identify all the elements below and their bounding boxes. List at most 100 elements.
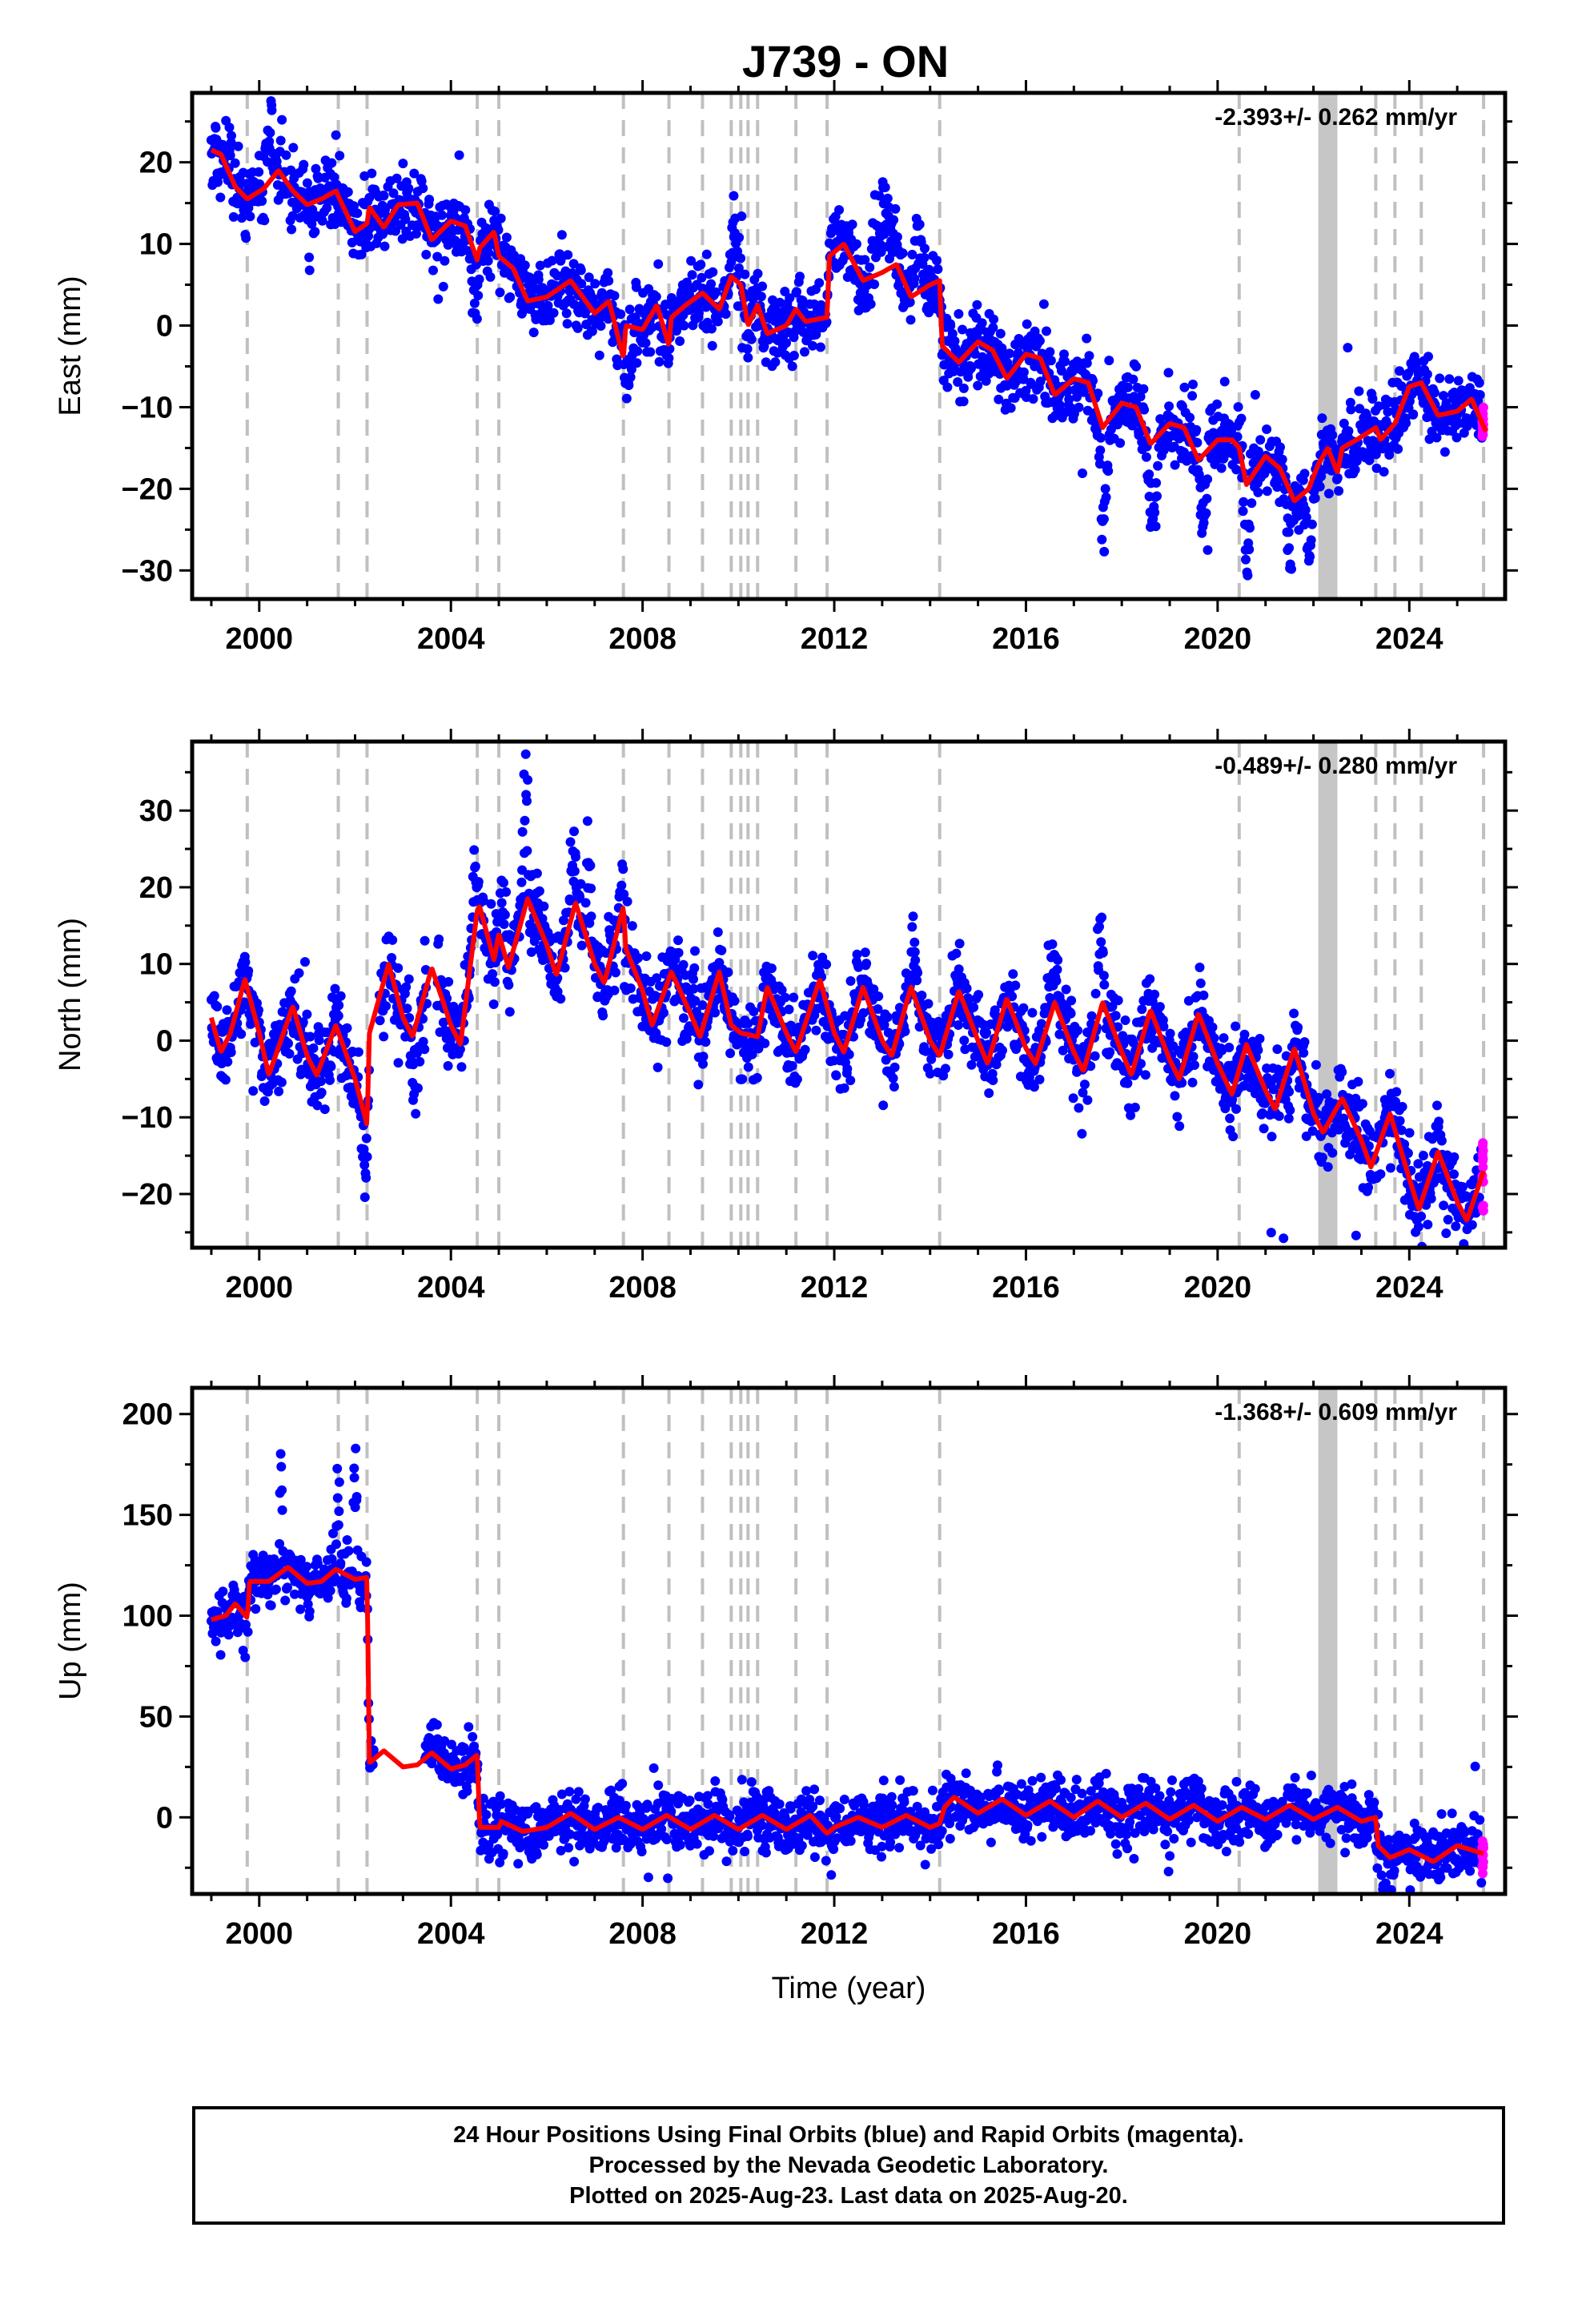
final-orbit-point bbox=[522, 846, 532, 856]
final-orbit-point bbox=[388, 188, 399, 199]
final-orbit-point bbox=[569, 826, 579, 837]
maintenance-band bbox=[1318, 93, 1338, 599]
final-orbit-point bbox=[353, 1047, 363, 1057]
final-orbit-point bbox=[1115, 438, 1126, 448]
final-orbit-point bbox=[444, 977, 454, 987]
final-orbit-point bbox=[1284, 543, 1295, 553]
final-orbit-point bbox=[379, 241, 390, 251]
final-orbit-point bbox=[241, 233, 251, 243]
final-orbit-point bbox=[1099, 979, 1110, 990]
final-orbit-point bbox=[984, 1088, 994, 1098]
final-orbit-point bbox=[1345, 397, 1355, 408]
velocity-annotation: -2.393+/- 0.262 mm/yr bbox=[1215, 104, 1457, 131]
final-orbit-point bbox=[474, 274, 484, 284]
final-orbit-point bbox=[897, 248, 908, 259]
y-axis-label: East (mm) bbox=[54, 275, 87, 416]
final-orbit-point bbox=[1418, 1151, 1428, 1160]
final-orbit-point bbox=[496, 898, 507, 908]
final-orbit-point bbox=[563, 250, 573, 260]
final-orbit-point bbox=[1285, 1105, 1295, 1116]
final-orbit-point bbox=[1077, 1128, 1087, 1139]
final-orbit-point bbox=[304, 1606, 315, 1617]
final-orbit-point bbox=[1357, 1099, 1367, 1109]
final-orbit-point bbox=[621, 393, 632, 404]
final-orbit-point bbox=[319, 1104, 330, 1115]
final-orbit-point bbox=[434, 934, 444, 944]
final-orbit-point bbox=[1301, 513, 1311, 522]
final-orbit-point bbox=[1202, 493, 1212, 504]
final-orbit-point bbox=[222, 1005, 232, 1015]
final-orbit-point bbox=[625, 983, 636, 993]
final-orbit-point bbox=[689, 974, 698, 984]
final-orbit-point bbox=[308, 1043, 319, 1053]
x-tick-label: 2000 bbox=[226, 622, 294, 656]
final-orbit-point bbox=[907, 249, 917, 259]
final-orbit-point bbox=[361, 1557, 371, 1567]
final-orbit-point bbox=[1299, 1047, 1309, 1058]
final-orbit-point bbox=[351, 1443, 361, 1454]
final-orbit-point bbox=[469, 298, 480, 308]
final-orbit-point bbox=[1008, 969, 1018, 979]
final-orbit-point bbox=[889, 1082, 899, 1092]
final-orbit-point bbox=[359, 171, 370, 181]
final-orbit-point bbox=[973, 380, 983, 391]
final-orbit-point bbox=[1397, 1102, 1407, 1112]
final-orbit-point bbox=[220, 1075, 231, 1085]
final-orbit-point bbox=[733, 263, 744, 273]
final-orbit-point bbox=[1207, 1022, 1218, 1032]
x-tick-label: 2024 bbox=[1375, 1271, 1443, 1305]
final-orbit-point bbox=[1038, 299, 1049, 309]
final-orbit-point bbox=[781, 338, 791, 348]
final-orbit-point bbox=[697, 272, 707, 283]
final-orbit-point bbox=[516, 877, 527, 887]
final-orbit-point bbox=[1195, 978, 1206, 988]
final-orbit-point bbox=[1051, 975, 1062, 986]
final-orbit-point bbox=[1046, 356, 1056, 366]
final-orbit-point bbox=[1152, 491, 1162, 501]
final-orbit-point bbox=[456, 1062, 467, 1072]
final-orbit-point bbox=[1199, 990, 1209, 1000]
final-orbit-point bbox=[209, 991, 219, 1001]
final-orbit-point bbox=[1192, 437, 1203, 448]
final-orbit-point bbox=[1225, 1113, 1235, 1124]
final-orbit-point bbox=[1367, 394, 1378, 404]
final-orbit-point bbox=[1232, 432, 1243, 442]
final-orbit-point bbox=[1379, 467, 1389, 477]
final-orbit-point bbox=[1141, 452, 1151, 462]
final-orbit-point bbox=[988, 1076, 998, 1085]
final-orbit-point bbox=[737, 211, 747, 221]
final-orbit-point bbox=[1082, 358, 1092, 368]
final-orbit-point bbox=[633, 953, 644, 963]
final-orbit-point bbox=[880, 183, 890, 192]
final-orbit-point bbox=[679, 320, 689, 331]
final-orbit-point bbox=[259, 215, 270, 226]
final-orbit-point bbox=[275, 1449, 286, 1459]
final-orbit-point bbox=[364, 192, 375, 203]
final-orbit-point bbox=[413, 1083, 423, 1093]
final-orbit-point bbox=[1239, 497, 1249, 507]
final-orbit-point bbox=[334, 1506, 344, 1517]
final-orbit-point bbox=[1122, 382, 1133, 392]
final-orbit-point bbox=[329, 172, 339, 183]
final-orbit-point bbox=[228, 211, 239, 222]
final-orbit-point bbox=[696, 259, 706, 270]
final-orbit-point bbox=[869, 279, 880, 289]
final-orbit-point bbox=[1137, 1004, 1147, 1015]
final-orbit-point bbox=[587, 326, 597, 336]
final-orbit-point bbox=[276, 1077, 287, 1088]
y-tick-label: 30 bbox=[139, 794, 173, 828]
final-orbit-point bbox=[504, 979, 514, 990]
final-orbit-point bbox=[440, 255, 450, 266]
final-orbit-point bbox=[966, 363, 976, 373]
final-orbit-point bbox=[1287, 564, 1296, 574]
final-orbit-point bbox=[1395, 1116, 1405, 1126]
final-orbit-point bbox=[1082, 1095, 1093, 1105]
final-orbit-point bbox=[486, 899, 496, 909]
final-orbit-point bbox=[490, 206, 500, 216]
final-orbit-point bbox=[645, 347, 656, 357]
final-orbit-point bbox=[1241, 554, 1251, 565]
final-orbit-point bbox=[460, 205, 471, 215]
final-orbit-point bbox=[287, 211, 298, 221]
final-orbit-point bbox=[505, 292, 516, 302]
final-orbit-point bbox=[1343, 343, 1353, 353]
